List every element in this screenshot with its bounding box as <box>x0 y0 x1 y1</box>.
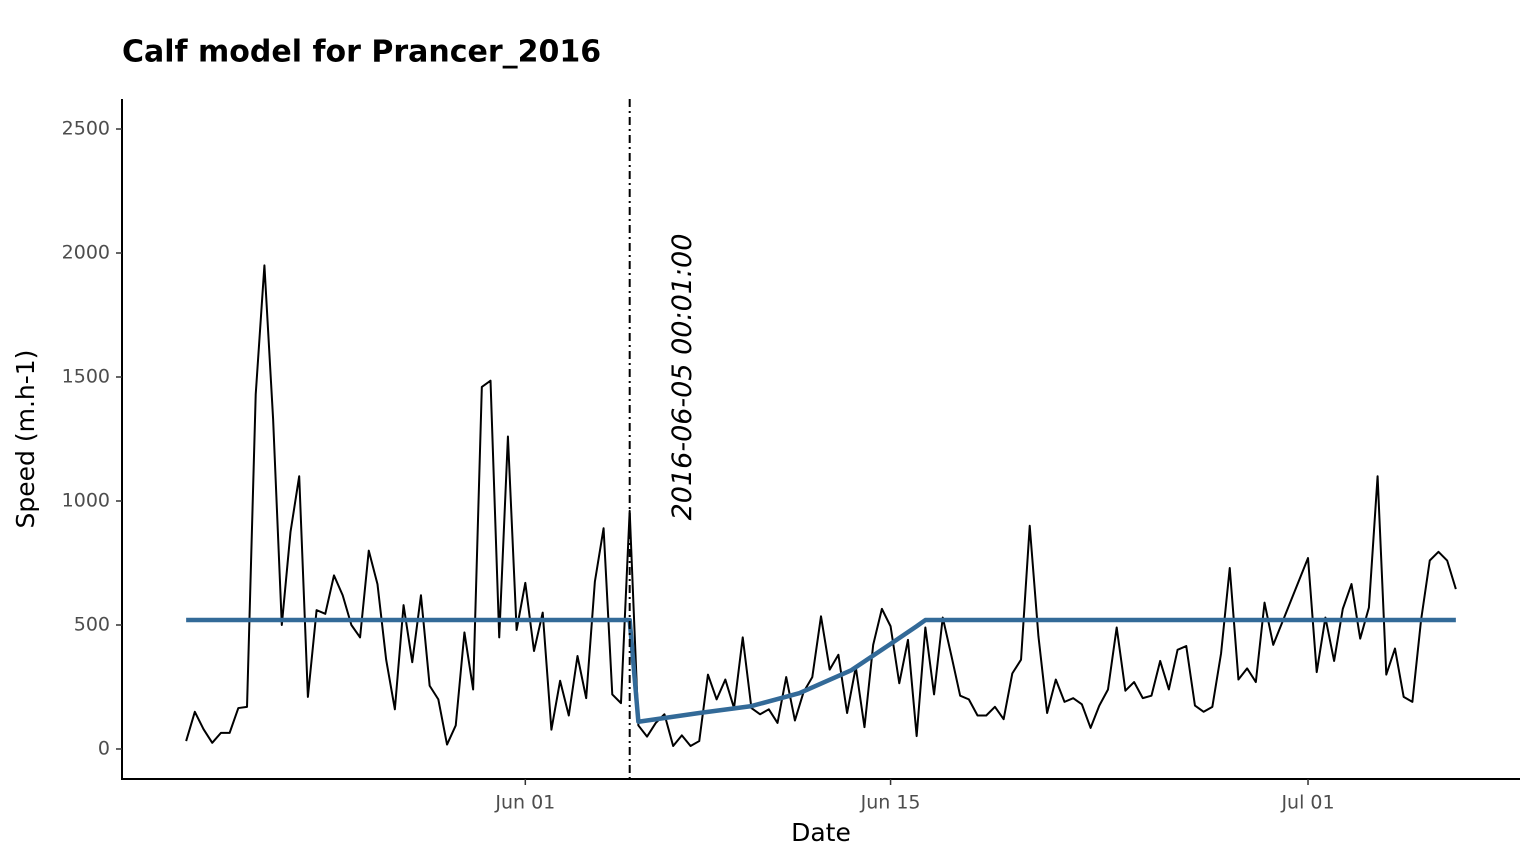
y-tick-label: 1500 <box>62 366 110 388</box>
y-tick-label: 2000 <box>62 242 110 264</box>
x-tick-label: Jun 15 <box>860 792 921 814</box>
changepoint-label: 2016-06-05 00:01:00 <box>667 234 698 521</box>
y-tick-label: 2500 <box>62 118 110 140</box>
x-tick-label: Jul 01 <box>1280 792 1334 814</box>
y-tick-label: 1000 <box>62 489 110 511</box>
x-tick-label: Jun 01 <box>494 792 555 814</box>
y-axis-label: Speed (m.h-1) <box>11 350 40 529</box>
series-line <box>186 617 1456 724</box>
y-tick-label: 500 <box>74 613 110 635</box>
series-line <box>185 264 1457 748</box>
y-tick-label: 0 <box>98 737 110 759</box>
x-axis-label: Date <box>791 818 851 847</box>
chart-title: Calf model for Prancer_2016 <box>122 35 601 70</box>
